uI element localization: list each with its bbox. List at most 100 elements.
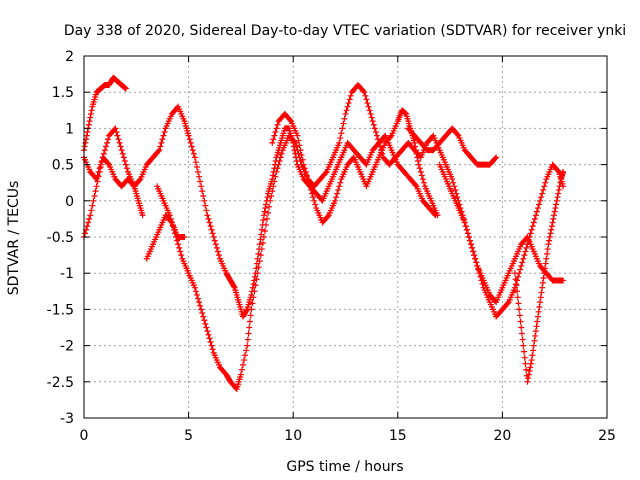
data-point <box>244 336 251 343</box>
data-point <box>337 135 344 142</box>
data-point <box>82 139 89 146</box>
data-point <box>202 320 209 327</box>
data-point <box>528 357 535 364</box>
data-point <box>196 173 203 180</box>
data-point <box>264 194 271 201</box>
data-point <box>412 147 419 154</box>
data-point <box>255 264 262 271</box>
data-point <box>514 294 521 301</box>
data-point <box>471 252 478 259</box>
data-point <box>295 137 302 144</box>
data-point <box>263 221 270 228</box>
data-point <box>521 252 528 259</box>
data-point <box>294 132 301 139</box>
data-point <box>273 125 280 132</box>
data-point <box>161 129 168 136</box>
data-point <box>402 110 409 117</box>
data-point <box>493 154 500 161</box>
data-point <box>114 132 121 139</box>
data-point <box>539 284 546 291</box>
data-point <box>530 219 537 226</box>
data-point <box>270 183 277 190</box>
data-point <box>187 139 194 146</box>
data-point <box>454 194 461 201</box>
data-point <box>520 255 527 262</box>
data-point <box>278 150 285 157</box>
data-point <box>123 165 130 172</box>
data-point <box>533 323 540 330</box>
data-point <box>346 96 353 103</box>
data-point <box>536 303 543 310</box>
data-point <box>547 230 554 237</box>
data-point <box>479 281 486 288</box>
data-point <box>512 276 519 283</box>
data-point <box>189 147 196 154</box>
data-point <box>302 168 309 175</box>
data-point <box>518 330 525 337</box>
data-point <box>524 378 531 385</box>
data-point <box>176 244 183 251</box>
data-point <box>543 255 550 262</box>
data-point <box>101 147 108 154</box>
data-point <box>306 183 313 190</box>
data-point <box>88 207 95 214</box>
data-point <box>312 201 319 208</box>
data-point <box>526 367 533 374</box>
data-point <box>548 223 555 230</box>
data-point <box>105 160 112 167</box>
data-point <box>122 84 129 91</box>
data-point <box>191 284 198 291</box>
data-point <box>166 212 173 219</box>
y-tick-label: 0 <box>65 194 74 210</box>
data-point <box>174 237 181 244</box>
data-point <box>553 201 560 208</box>
data-point <box>364 100 371 107</box>
data-point <box>192 159 199 166</box>
data-point <box>477 273 484 280</box>
data-point <box>256 241 263 248</box>
data-point <box>542 260 549 267</box>
data-point <box>102 143 109 150</box>
data-point <box>360 87 367 94</box>
data-point <box>536 201 543 208</box>
data-point <box>554 167 561 174</box>
data-point <box>198 306 205 313</box>
data-point <box>469 244 476 251</box>
data-point <box>266 203 273 210</box>
data-point <box>244 342 251 349</box>
data-point <box>241 357 248 364</box>
y-tick-label: 2 <box>65 49 74 65</box>
data-point <box>450 179 457 186</box>
data-point <box>304 176 311 183</box>
data-point <box>94 172 101 179</box>
data-point <box>419 176 426 183</box>
data-point <box>310 194 317 201</box>
data-point <box>120 154 127 161</box>
data-point <box>209 230 216 237</box>
data-point <box>175 241 182 248</box>
series-track-1 <box>81 74 129 154</box>
data-point <box>531 337 538 344</box>
data-point <box>412 182 419 189</box>
data-point <box>415 161 422 168</box>
data-point <box>524 241 531 248</box>
data-point <box>344 103 351 110</box>
data-point <box>200 313 207 320</box>
data-point <box>273 168 280 175</box>
data-point <box>521 354 528 361</box>
data-point <box>262 205 269 212</box>
data-point <box>87 110 94 117</box>
data-point <box>121 84 128 91</box>
data-point <box>295 150 302 157</box>
data-point <box>517 266 524 273</box>
data-point <box>377 143 384 150</box>
data-point <box>157 143 164 150</box>
data-point <box>200 192 207 199</box>
data-point <box>525 237 532 244</box>
data-point <box>449 176 456 183</box>
data-point <box>97 161 104 168</box>
data-point <box>305 179 312 186</box>
data-point <box>230 283 237 290</box>
data-point <box>298 151 305 158</box>
data-point <box>201 317 208 324</box>
